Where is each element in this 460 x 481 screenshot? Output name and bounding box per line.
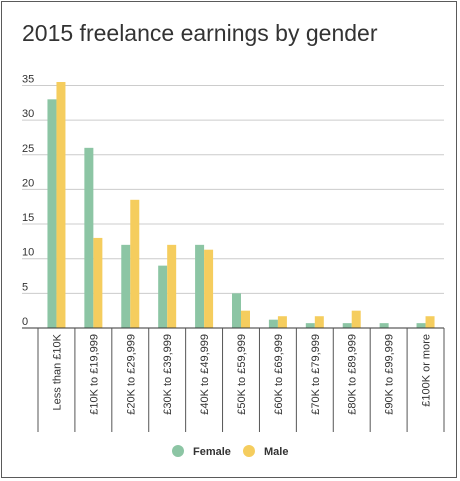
chart-title: 2015 freelance earnings by gender	[22, 20, 378, 46]
x-tick-label: Less than £10K	[51, 333, 63, 410]
bar-male-2	[130, 199, 140, 328]
x-tick-label: £80K to £89,999	[347, 334, 359, 415]
bar-male-6	[277, 316, 287, 328]
bar-female-4	[195, 244, 205, 328]
y-tick-label: 25	[22, 143, 34, 155]
bar-male-0	[56, 82, 66, 328]
x-tick-label: £20K to £29,999	[125, 334, 137, 415]
bars	[47, 82, 435, 328]
y-tick-label: 10	[22, 247, 34, 259]
bar-female-5	[232, 293, 241, 328]
legend-swatch-female	[172, 445, 184, 457]
x-tick-labels: Less than £10K £10K to £19,999 £20K to £29…	[51, 333, 432, 414]
bar-male-7	[314, 316, 324, 328]
x-tick-label: £10K to £19,999	[88, 334, 100, 415]
bar-male-10	[425, 316, 435, 328]
legend-swatch-male	[243, 445, 255, 457]
bar-male-8	[351, 310, 361, 328]
x-tick-label: £30K to £39,999	[162, 334, 174, 415]
bar-female-9	[379, 323, 389, 328]
bar-female-7	[305, 323, 315, 328]
legend: Female Male	[172, 445, 288, 458]
x-tick-label: £50K to £59,999	[236, 334, 248, 415]
bar-male-4	[204, 249, 214, 328]
bar-female-0	[47, 99, 57, 328]
bar-female-6	[268, 319, 278, 328]
bar-male-5	[241, 310, 250, 328]
bar-female-1	[84, 147, 94, 328]
bar-female-2	[121, 244, 131, 328]
legend-label-female: Female	[193, 446, 231, 458]
x-tick-label: £60K to £69,999	[273, 334, 285, 415]
y-tick-label: 0	[22, 316, 28, 328]
x-axis	[22, 327, 445, 432]
bar-female-8	[342, 323, 352, 328]
y-tick-label: 20	[22, 177, 34, 189]
y-tick-label: 35	[22, 73, 34, 85]
bar-female-3	[158, 265, 168, 328]
x-tick-label: £40K to £49,999	[199, 334, 211, 415]
y-tick-label: 5	[22, 281, 28, 293]
legend-label-male: Male	[264, 446, 288, 458]
x-tick-label: £70K to £79,999	[310, 334, 322, 415]
y-tick-label: 30	[22, 108, 34, 120]
bar-male-1	[93, 237, 103, 328]
bar-male-3	[167, 244, 177, 328]
bar-female-10	[416, 323, 426, 328]
x-tick-label: £90K to £99,999	[384, 334, 396, 415]
x-tick-label: £100K or more	[421, 334, 433, 407]
y-tick-label: 15	[22, 212, 34, 224]
y-tick-labels: 0 5 10 15 20 25 30 35	[22, 73, 34, 328]
